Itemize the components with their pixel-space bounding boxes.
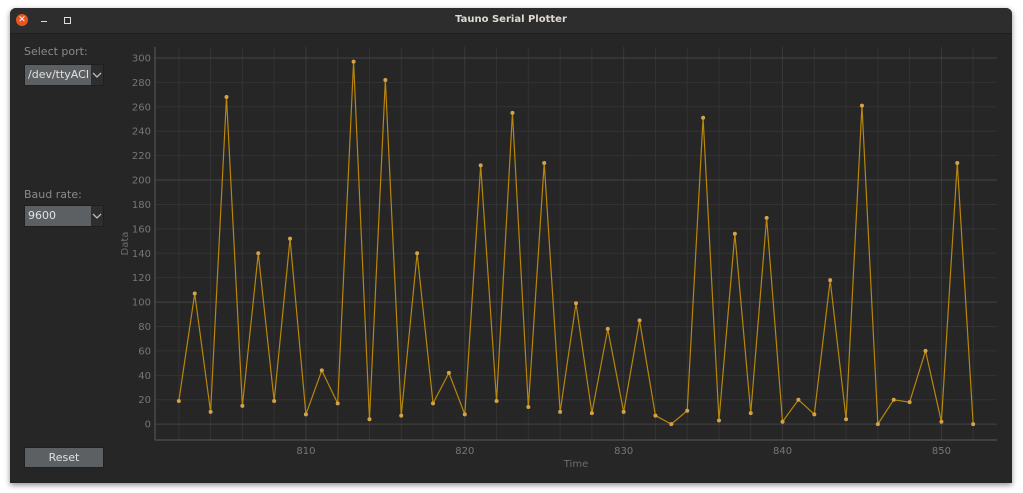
data-point xyxy=(812,412,817,417)
y-axis-label: Data xyxy=(120,232,131,256)
data-point xyxy=(192,291,197,296)
y-tick-label: 140 xyxy=(132,249,151,260)
x-axis-label: Time xyxy=(563,459,588,470)
baud-select[interactable]: 9600 xyxy=(24,205,104,227)
data-point xyxy=(971,422,976,427)
data-point xyxy=(828,278,833,283)
data-point xyxy=(685,408,690,413)
data-point xyxy=(923,348,928,353)
data-point xyxy=(224,95,229,100)
reset-button[interactable]: Reset xyxy=(24,447,104,468)
data-point xyxy=(844,417,849,422)
y-tick-label: 160 xyxy=(132,224,151,235)
window-title: Tauno Serial Plotter xyxy=(455,14,567,25)
y-tick-label: 120 xyxy=(132,273,151,284)
y-tick-label: 60 xyxy=(138,346,151,357)
data-point xyxy=(875,422,880,427)
data-point xyxy=(891,397,896,402)
y-tick-label: 40 xyxy=(138,371,151,382)
y-tick-label: 80 xyxy=(138,322,151,333)
data-point xyxy=(240,403,245,408)
data-point xyxy=(478,163,483,168)
x-tick-label: 840 xyxy=(773,446,792,457)
port-value: /dev/ttyACM xyxy=(28,68,88,81)
data-point xyxy=(399,413,404,418)
plot-chart: 0 20 40 60 80 100 120 140 160 180 200 220 240 260 280 3… xyxy=(120,47,997,470)
data-point xyxy=(955,160,960,165)
y-tick-label: 180 xyxy=(132,200,151,211)
data-point xyxy=(462,412,467,417)
y-tick-label: 0 xyxy=(145,420,151,431)
data-point xyxy=(176,398,181,403)
y-tick-label: 240 xyxy=(132,127,151,138)
data-point xyxy=(558,409,563,414)
data-point xyxy=(748,411,753,416)
data-point xyxy=(446,370,451,375)
app-window: ✕ Tauno Serial Plotter Select port: /dev… xyxy=(10,8,1012,483)
data-point xyxy=(764,215,769,220)
data-point xyxy=(319,368,324,373)
data-point xyxy=(208,409,213,414)
data-point xyxy=(669,422,674,427)
port-label: Select port: xyxy=(24,45,88,58)
data-point xyxy=(859,103,864,108)
x-tick-label: 820 xyxy=(455,446,474,457)
data-point xyxy=(542,160,547,165)
data-point xyxy=(716,418,721,423)
baud-value: 9600 xyxy=(28,209,56,222)
minimize-button[interactable] xyxy=(41,21,47,22)
baud-label: Baud rate: xyxy=(24,188,82,201)
y-tick-label: 260 xyxy=(132,102,151,113)
data-point xyxy=(526,405,531,410)
y-tick-label: 280 xyxy=(132,78,151,89)
chevron-down-icon xyxy=(91,65,103,85)
y-tick-label: 300 xyxy=(132,53,151,64)
data-point xyxy=(732,231,737,236)
data-point xyxy=(494,398,499,403)
data-point xyxy=(367,417,372,422)
data-point xyxy=(637,318,642,323)
data-point xyxy=(780,419,785,424)
series-line xyxy=(178,61,974,427)
y-tick-label: 200 xyxy=(132,176,151,187)
data-point xyxy=(351,59,356,64)
y-tick-label: 20 xyxy=(138,395,151,406)
maximize-button[interactable] xyxy=(64,17,71,24)
data-point xyxy=(383,77,388,82)
data-point xyxy=(605,326,610,331)
x-tick-label: 810 xyxy=(296,446,315,457)
close-button[interactable]: ✕ xyxy=(16,14,28,26)
data-point xyxy=(653,413,658,418)
data-point xyxy=(796,397,801,402)
y-tick-label: 100 xyxy=(132,298,151,309)
data-point xyxy=(303,412,308,417)
y-tick-label: 220 xyxy=(132,151,151,162)
x-tick-label: 830 xyxy=(614,446,633,457)
data-point xyxy=(431,401,436,406)
data-point xyxy=(907,400,912,405)
chevron-down-icon xyxy=(91,206,103,226)
data-point xyxy=(288,236,293,241)
data-point xyxy=(589,411,594,416)
data-point xyxy=(510,110,515,115)
data-point xyxy=(939,419,944,424)
data-point xyxy=(415,251,420,256)
data-point xyxy=(256,251,261,256)
data-point xyxy=(335,401,340,406)
data-point xyxy=(272,398,277,403)
port-select[interactable]: /dev/ttyACM xyxy=(24,64,104,86)
data-point xyxy=(621,409,626,414)
data-point xyxy=(701,115,706,120)
title-bar: ✕ Tauno Serial Plotter xyxy=(10,8,1012,34)
close-icon: ✕ xyxy=(18,15,26,25)
data-point xyxy=(574,301,578,306)
x-tick-label: 850 xyxy=(932,446,951,457)
